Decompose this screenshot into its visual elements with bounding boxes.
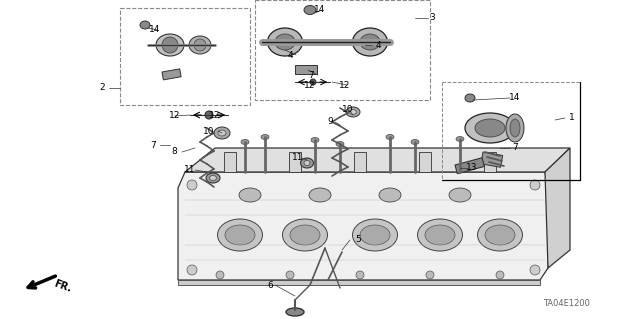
Bar [484, 152, 496, 172]
Circle shape [162, 37, 178, 53]
Circle shape [194, 39, 206, 51]
Text: 4: 4 [287, 50, 293, 60]
Ellipse shape [218, 130, 226, 136]
Ellipse shape [477, 219, 522, 251]
Text: TA04E1200: TA04E1200 [543, 299, 590, 308]
Ellipse shape [386, 135, 394, 139]
Text: 1: 1 [569, 114, 575, 122]
Ellipse shape [275, 34, 295, 50]
Circle shape [286, 271, 294, 279]
Ellipse shape [239, 188, 261, 202]
Circle shape [187, 180, 197, 190]
Circle shape [530, 265, 540, 275]
Text: 2: 2 [99, 84, 105, 93]
Ellipse shape [261, 135, 269, 139]
Ellipse shape [353, 28, 387, 56]
Ellipse shape [360, 225, 390, 245]
Ellipse shape [379, 188, 401, 202]
Polygon shape [178, 172, 548, 280]
Text: 11: 11 [292, 153, 304, 162]
Text: 4: 4 [375, 41, 381, 49]
Circle shape [530, 180, 540, 190]
Ellipse shape [425, 225, 455, 245]
Ellipse shape [214, 127, 230, 139]
Text: 14: 14 [509, 93, 521, 102]
Ellipse shape [336, 142, 344, 146]
Ellipse shape [449, 188, 471, 202]
Ellipse shape [475, 119, 505, 137]
Text: 7: 7 [308, 70, 314, 79]
Text: 7: 7 [512, 144, 518, 152]
Bar [162, 69, 181, 80]
Text: FR.: FR. [52, 278, 72, 294]
Ellipse shape [506, 114, 524, 142]
Ellipse shape [465, 94, 475, 102]
Circle shape [205, 111, 213, 119]
Bar [455, 158, 484, 174]
Bar [419, 152, 431, 172]
Ellipse shape [140, 21, 150, 29]
Ellipse shape [206, 173, 220, 183]
Ellipse shape [304, 160, 310, 166]
Ellipse shape [304, 5, 316, 14]
Ellipse shape [411, 139, 419, 145]
Text: 10: 10 [204, 127, 215, 136]
Text: 8: 8 [171, 147, 177, 157]
Polygon shape [178, 280, 540, 285]
Ellipse shape [225, 225, 255, 245]
Text: 3: 3 [429, 13, 435, 23]
Text: 10: 10 [342, 106, 354, 115]
Ellipse shape [268, 28, 303, 56]
Text: 12: 12 [304, 80, 316, 90]
Polygon shape [545, 148, 570, 268]
Ellipse shape [311, 137, 319, 143]
Bar [354, 152, 366, 172]
Ellipse shape [309, 188, 331, 202]
Circle shape [187, 265, 197, 275]
Ellipse shape [485, 225, 515, 245]
Ellipse shape [465, 113, 515, 143]
Ellipse shape [360, 34, 380, 50]
Bar [289, 152, 301, 172]
Ellipse shape [301, 158, 314, 168]
Text: 5: 5 [355, 235, 361, 244]
Bar [120, 8, 250, 105]
Ellipse shape [417, 219, 463, 251]
Polygon shape [185, 148, 570, 172]
Text: 14: 14 [314, 5, 326, 14]
Ellipse shape [156, 34, 184, 56]
Ellipse shape [353, 219, 397, 251]
Ellipse shape [189, 36, 211, 54]
Text: 11: 11 [184, 166, 196, 174]
Circle shape [356, 271, 364, 279]
Circle shape [216, 271, 224, 279]
Bar [255, 0, 430, 100]
Ellipse shape [218, 219, 262, 251]
Text: 9: 9 [327, 117, 333, 127]
Text: 12: 12 [339, 80, 351, 90]
Ellipse shape [286, 308, 304, 316]
Text: 6: 6 [267, 280, 273, 290]
Ellipse shape [241, 139, 249, 145]
Ellipse shape [349, 109, 356, 115]
Circle shape [426, 271, 434, 279]
Bar [224, 152, 236, 172]
Ellipse shape [510, 119, 520, 137]
Text: 14: 14 [149, 26, 161, 34]
Circle shape [496, 271, 504, 279]
Text: 7: 7 [150, 140, 156, 150]
Ellipse shape [290, 225, 320, 245]
Ellipse shape [282, 219, 328, 251]
Text: 12: 12 [170, 112, 180, 121]
Bar [295, 65, 317, 74]
Text: 13: 13 [467, 164, 477, 173]
Ellipse shape [209, 175, 216, 181]
Text: 12: 12 [209, 112, 221, 121]
Ellipse shape [456, 137, 464, 142]
Ellipse shape [346, 107, 360, 117]
Bar [481, 152, 502, 167]
Circle shape [310, 79, 316, 85]
